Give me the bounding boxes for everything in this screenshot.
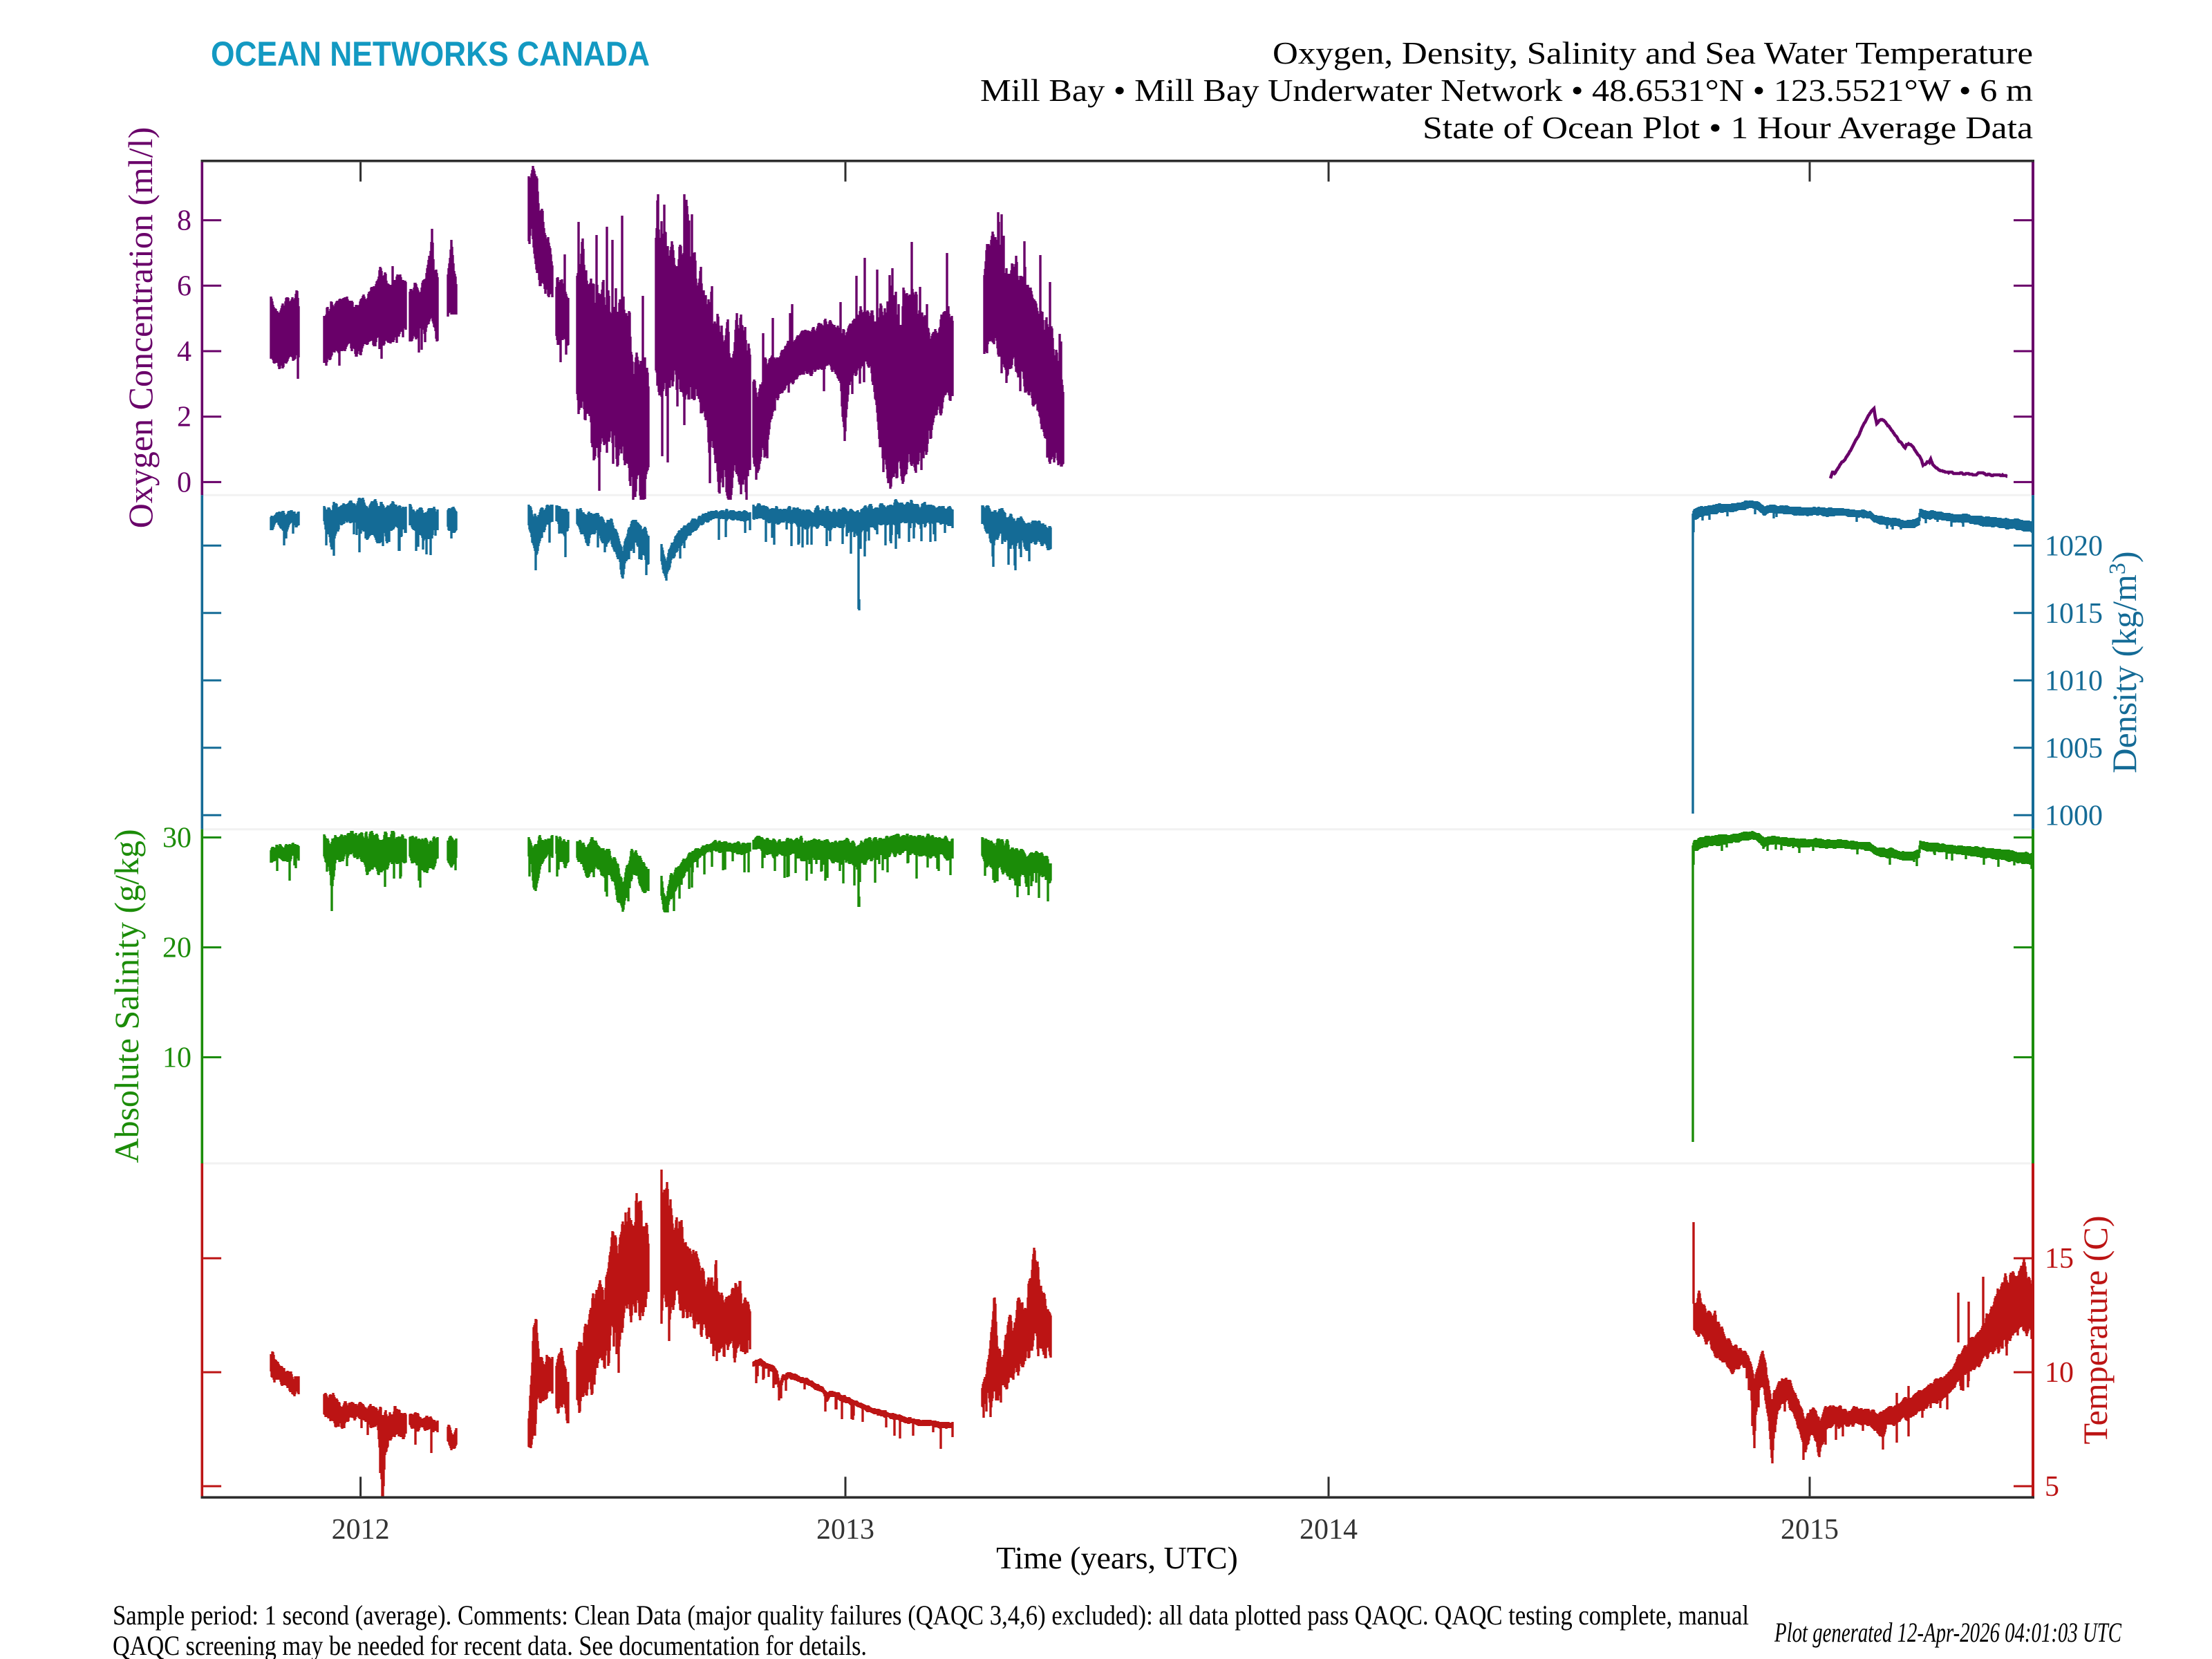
svg-text:1015: 1015: [2045, 598, 2103, 630]
svg-text:Oxygen Concentration (ml/l): Oxygen Concentration (ml/l): [121, 127, 160, 528]
svg-text:OCEAN NETWORKS CANADA: OCEAN NETWORKS CANADA: [211, 35, 650, 73]
svg-text:30: 30: [162, 823, 191, 854]
svg-text:Density (kg/m3): Density (kg/m3): [2105, 551, 2144, 773]
svg-text:2015: 2015: [1781, 1514, 1839, 1546]
svg-text:1005: 1005: [2045, 733, 2103, 765]
svg-text:Sample period: 1 second (avera: Sample period: 1 second (average). Comme…: [113, 1600, 1749, 1631]
svg-text:Absolute Salinity (g/kg): Absolute Salinity (g/kg): [107, 829, 146, 1163]
svg-text:15: 15: [2045, 1243, 2074, 1275]
svg-text:Mill Bay • Mill Bay Underwater: Mill Bay • Mill Bay Underwater Network •…: [980, 73, 2033, 108]
svg-text:0: 0: [177, 467, 191, 498]
svg-text:6: 6: [177, 270, 191, 302]
svg-text:1000: 1000: [2045, 800, 2103, 832]
svg-text:10: 10: [2045, 1357, 2074, 1389]
svg-text:QAQC screening may be needed f: QAQC screening may be needed for recent …: [113, 1630, 867, 1659]
svg-text:4: 4: [177, 336, 191, 368]
svg-text:2013: 2013: [816, 1514, 874, 1546]
svg-text:Oxygen, Density, Salinity and: Oxygen, Density, Salinity and Sea Water …: [1273, 35, 2033, 71]
svg-text:10: 10: [162, 1042, 191, 1074]
svg-text:2012: 2012: [332, 1514, 390, 1546]
svg-text:1010: 1010: [2045, 665, 2103, 697]
svg-text:Time (years, UTC): Time (years, UTC): [996, 1540, 1238, 1575]
svg-text:1020: 1020: [2045, 530, 2103, 562]
svg-text:5: 5: [2045, 1471, 2059, 1503]
svg-text:20: 20: [162, 932, 191, 964]
svg-text:8: 8: [177, 205, 191, 237]
svg-text:2: 2: [177, 402, 191, 433]
svg-text:State of Ocean Plot • 1 Hour A: State of Ocean Plot • 1 Hour Average Dat…: [1423, 110, 2033, 145]
svg-text:Temperature (C): Temperature (C): [2076, 1215, 2115, 1444]
svg-text:Plot generated 12-Apr-2026 04:: Plot generated 12-Apr-2026 04:01:03 UTC: [1774, 1617, 2122, 1648]
svg-text:2014: 2014: [1300, 1514, 1358, 1546]
